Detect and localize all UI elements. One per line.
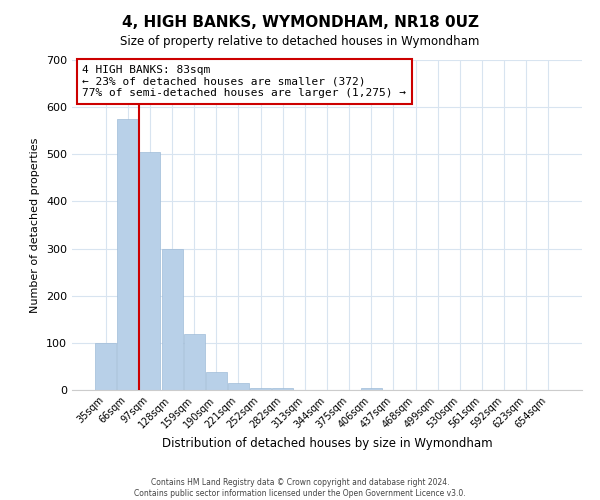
Y-axis label: Number of detached properties: Number of detached properties bbox=[31, 138, 40, 312]
Bar bbox=[228, 384, 249, 390]
Text: 4 HIGH BANKS: 83sqm
← 23% of detached houses are smaller (372)
77% of semi-detac: 4 HIGH BANKS: 83sqm ← 23% of detached ho… bbox=[82, 65, 406, 98]
Bar bbox=[161, 248, 182, 390]
Text: 4, HIGH BANKS, WYMONDHAM, NR18 0UZ: 4, HIGH BANKS, WYMONDHAM, NR18 0UZ bbox=[121, 15, 479, 30]
Bar bbox=[118, 119, 139, 390]
Bar bbox=[184, 334, 205, 390]
Bar bbox=[206, 372, 227, 390]
Bar bbox=[361, 388, 382, 390]
Bar bbox=[272, 388, 293, 390]
Bar bbox=[139, 152, 160, 390]
Bar bbox=[95, 343, 116, 390]
Bar bbox=[250, 388, 271, 390]
Text: Contains HM Land Registry data © Crown copyright and database right 2024.
Contai: Contains HM Land Registry data © Crown c… bbox=[134, 478, 466, 498]
Text: Size of property relative to detached houses in Wymondham: Size of property relative to detached ho… bbox=[121, 35, 479, 48]
X-axis label: Distribution of detached houses by size in Wymondham: Distribution of detached houses by size … bbox=[161, 437, 493, 450]
